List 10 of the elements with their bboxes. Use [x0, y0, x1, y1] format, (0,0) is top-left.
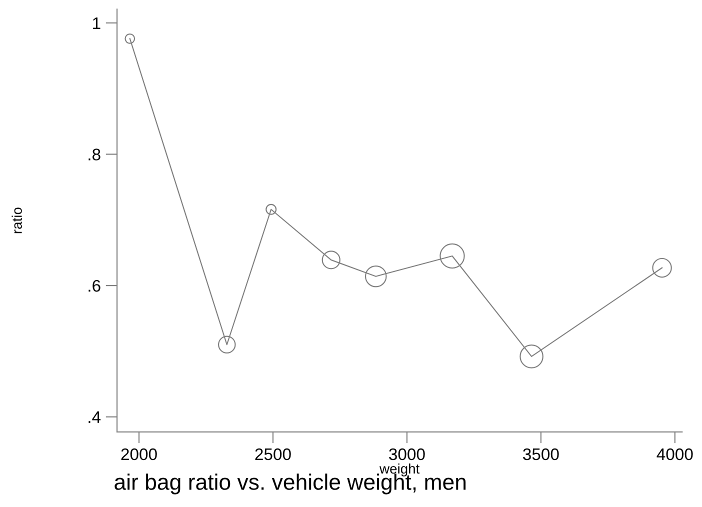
x-tick-label: 3500: [523, 448, 559, 460]
y-tick-label: .6: [88, 280, 100, 292]
y-axis-title: ratio: [12, 208, 22, 234]
y-tick-label: 1: [93, 17, 100, 29]
x-tick-label: 2500: [255, 448, 291, 460]
y-tick-label: .8: [88, 148, 100, 160]
y-tick-label: .4: [88, 411, 101, 423]
x-tick-label: 3000: [389, 448, 425, 460]
x-tick-label: 4000: [656, 448, 693, 460]
x-tick-label: 2000: [121, 448, 157, 460]
